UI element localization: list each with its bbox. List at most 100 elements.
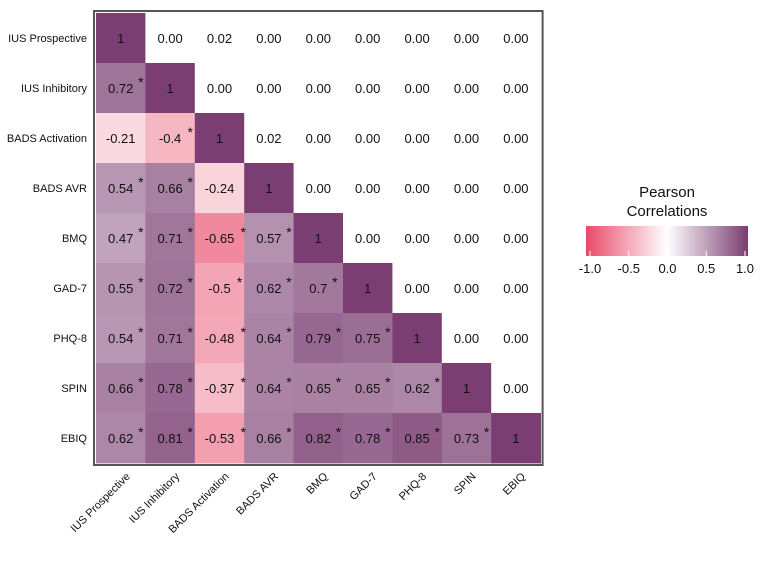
significance-star: * (241, 374, 247, 390)
column-label: IUS Inhibitory (127, 470, 183, 526)
significance-star: * (286, 324, 292, 340)
heatmap-cell (96, 413, 146, 464)
significance-star: * (435, 374, 441, 390)
heatmap-cell (392, 413, 443, 464)
heatmap-cell (244, 63, 294, 114)
heatmap-cell (441, 63, 492, 114)
heatmap-cell (194, 413, 245, 464)
heatmap-cell (244, 363, 294, 414)
heatmap-cell (145, 63, 196, 114)
heatmap-cell (293, 213, 344, 264)
legend-tick-label: -0.5 (618, 261, 640, 276)
heatmap-cell (343, 263, 393, 314)
cell-value-label: 0.00 (503, 231, 528, 246)
column-label: BMQ (304, 470, 331, 497)
cell-value-label: 0.00 (404, 31, 429, 46)
cell-value-label: 0.00 (355, 181, 380, 196)
cell-value-label: 0.54 (108, 331, 133, 346)
heatmap-cell (96, 363, 146, 414)
legend-title-line-2: Correlations (627, 203, 708, 220)
cell-value-label: 0.72 (108, 81, 133, 96)
cell-value-label: 0.78 (157, 381, 182, 396)
heatmap-cell (96, 313, 146, 364)
cell-value-label: 0.66 (157, 181, 182, 196)
cell-value-label: 0.00 (503, 331, 528, 346)
heatmap-cell (392, 163, 443, 214)
cell-value-label: 1 (265, 181, 272, 196)
heatmap-cell (491, 363, 541, 414)
heatmap-cell (491, 113, 541, 164)
heatmap-cell (244, 313, 294, 364)
heatmap-cell (441, 413, 492, 464)
heatmap-cell (145, 113, 196, 164)
row-label: EBIQ (61, 433, 88, 445)
heatmap-cell (145, 363, 196, 414)
significance-star: * (138, 324, 144, 340)
heatmap-cell (392, 13, 443, 64)
heatmap-cell (293, 313, 344, 364)
cell-value-label: 1 (216, 131, 223, 146)
plot-border (93, 10, 544, 466)
significance-star: * (138, 424, 144, 440)
column-label: EBIQ (501, 470, 528, 497)
heatmap-cell (392, 213, 443, 264)
heatmap-cell (343, 163, 393, 214)
cell-value-label: 0.72 (157, 281, 182, 296)
heatmap-cell (441, 213, 492, 264)
legend-title-line-1: Pearson (639, 184, 695, 201)
cell-value-label: 0.00 (454, 31, 479, 46)
cell-value-label: 0.00 (256, 31, 281, 46)
cell-value-label: -0.21 (106, 131, 136, 146)
significance-star: * (385, 424, 391, 440)
cell-value-label: 0.81 (157, 431, 182, 446)
row-label: IUS Prospective (8, 33, 87, 45)
cell-value-label: 0.00 (404, 81, 429, 96)
heatmap-cell (293, 163, 344, 214)
cell-value-label: 0.00 (454, 181, 479, 196)
significance-star: * (484, 424, 490, 440)
legend-tick-label: 0.0 (658, 261, 676, 276)
cell-value-label: 0.75 (355, 331, 380, 346)
heatmap-cell (96, 113, 146, 164)
heatmap-cell (96, 163, 146, 214)
legend-tick-label: 0.5 (697, 261, 715, 276)
cell-value-label: 0.78 (355, 431, 380, 446)
row-label: BADS Activation (7, 133, 87, 145)
cell-value-label: 1 (364, 281, 371, 296)
cell-value-label: 0.00 (404, 131, 429, 146)
significance-star: * (286, 224, 292, 240)
column-label: IUS Prospective (69, 471, 133, 535)
cell-value-label: -0.65 (205, 231, 235, 246)
significance-star: * (188, 124, 194, 140)
column-label: BADS AVR (234, 471, 281, 518)
cell-value-label: 0.00 (454, 331, 479, 346)
cell-value-label: 0.00 (256, 81, 281, 96)
heatmap-cell (293, 113, 344, 164)
heatmap-cell (491, 313, 541, 364)
heatmap-cell (491, 413, 541, 464)
significance-star: * (286, 424, 292, 440)
significance-star: * (336, 424, 342, 440)
cell-value-label: 0.02 (207, 31, 232, 46)
heatmap-cell (194, 63, 245, 114)
significance-star: * (188, 174, 194, 190)
significance-star: * (241, 424, 247, 440)
cell-value-label: 0.00 (404, 281, 429, 296)
significance-star: * (188, 224, 194, 240)
cell-value-label: 0.00 (454, 231, 479, 246)
heatmap-cell (491, 63, 541, 114)
significance-star: * (336, 374, 342, 390)
cell-value-label: -0.4 (159, 131, 181, 146)
cell-value-label: 0.79 (306, 331, 331, 346)
heatmap-cell (194, 263, 245, 314)
heatmap-cell (244, 113, 294, 164)
heatmap-cell (343, 13, 393, 64)
cell-value-label: 0.73 (454, 431, 479, 446)
cell-value-label: 0.71 (157, 231, 182, 246)
cell-value-label: 1 (512, 431, 519, 446)
heatmap-cell (96, 63, 146, 114)
heatmap-cell (343, 413, 393, 464)
heatmap-cell (194, 213, 245, 264)
